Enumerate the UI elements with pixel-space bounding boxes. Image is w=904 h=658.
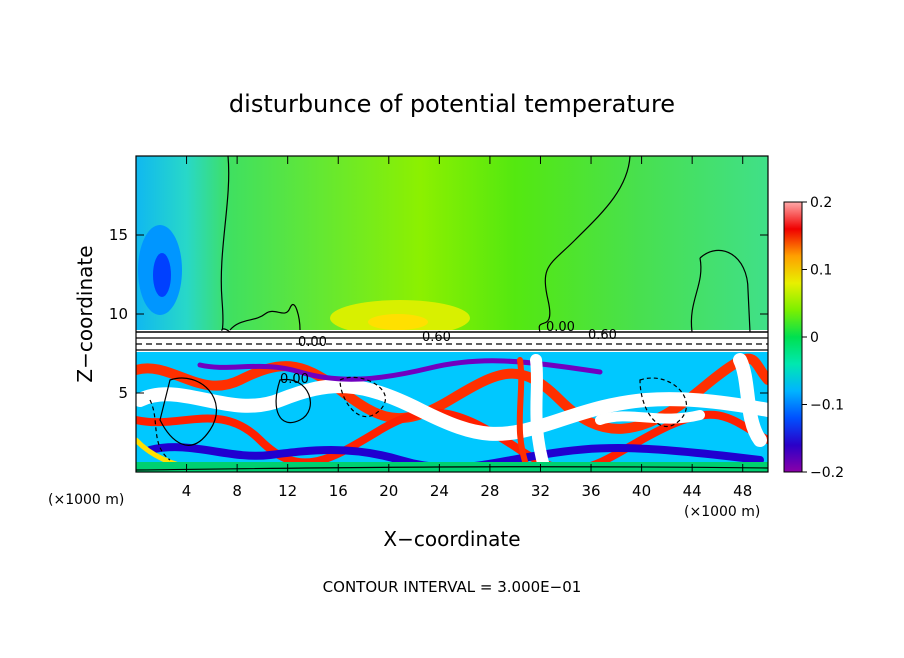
interface-band (136, 330, 768, 352)
contour-label: 0.60 (422, 330, 451, 345)
x-tick-label: 28 (480, 482, 499, 500)
colorbar-ticks: 0.2 0.1 0 −0.1 −0.2 (802, 195, 844, 481)
x-tick-label: 8 (232, 482, 242, 500)
colorbar (783, 201, 803, 473)
upper-field (136, 156, 768, 332)
x-tick-label: 48 (733, 482, 752, 500)
contour-lines (136, 156, 768, 471)
x-tick-label: 12 (278, 482, 297, 500)
colorbar-tick-label: 0.2 (810, 195, 832, 211)
y-axis-label: Z−coordinate (73, 245, 97, 382)
y-tick-label: 10 (109, 305, 128, 323)
contour-label: 0.00 (280, 372, 309, 387)
y-tick-label: 5 (118, 384, 128, 402)
contour-interval-note: CONTOUR INTERVAL = 3.000E−01 (323, 578, 582, 596)
colorbar-tick-label: 0.1 (810, 263, 832, 279)
x-tick-label: 16 (329, 482, 348, 500)
x-axis-label: X−coordinate (383, 527, 520, 551)
x-tick-label: 44 (683, 482, 702, 500)
plot-field (136, 156, 768, 472)
x-tick-label: 4 (182, 482, 192, 500)
x-tick-label: 40 (632, 482, 651, 500)
cold-anomaly-core (153, 253, 171, 297)
contour-labels: 0.00 0.00 0.00 0.60 0.60 (280, 320, 617, 387)
contour-label: 0.00 (546, 320, 575, 335)
axis-ticks (136, 156, 768, 472)
colorbar-tick-label: −0.2 (810, 465, 844, 481)
chart-title: disturbunce of potential temperature (229, 90, 675, 118)
warm-anomaly-core (368, 314, 428, 330)
contour-label: 0.00 (298, 335, 327, 350)
x-unit-label: (×1000 m) (48, 492, 124, 508)
y-tick-label: 15 (109, 226, 128, 244)
x-tick-label: 32 (531, 482, 550, 500)
x-tick-label: 24 (430, 482, 449, 500)
x-unit-label-right: (×1000 m) (684, 504, 760, 520)
x-tick-label: 20 (379, 482, 398, 500)
colorbar-tick-label: −0.1 (810, 398, 844, 414)
x-tick-label: 36 (581, 482, 600, 500)
colorbar-tick-label: 0 (810, 330, 819, 346)
contour-label: 0.60 (588, 328, 617, 343)
